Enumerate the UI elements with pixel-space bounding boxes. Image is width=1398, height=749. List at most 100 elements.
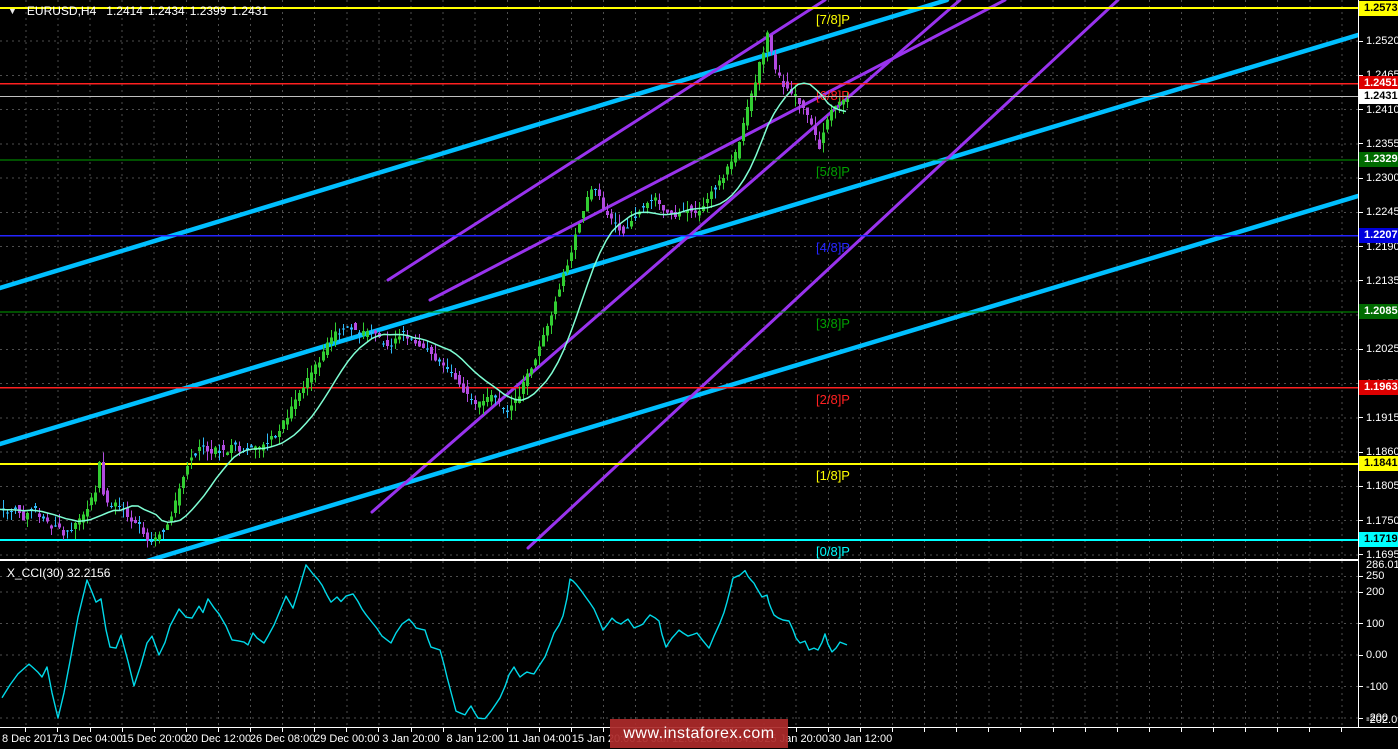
murrey-level-label: [3/8]P xyxy=(816,316,850,331)
time-tick-mark xyxy=(378,728,379,732)
time-tick-mark xyxy=(571,728,572,732)
axis-tick-mark xyxy=(1359,554,1363,555)
time-axis-label: 3 Jan 20:00 xyxy=(382,733,440,745)
price-axis-label: 1.2300 xyxy=(1366,172,1398,185)
cci-axis-label: -100 xyxy=(1366,680,1389,693)
moving-average-line xyxy=(0,82,847,524)
cci-axis-label: 250 xyxy=(1366,570,1385,583)
murrey-level-label: [1/8]P xyxy=(816,468,850,483)
time-tick-mark xyxy=(1149,728,1150,732)
cci-axis-label: 286.0177 xyxy=(1366,558,1398,571)
axis-tick-mark xyxy=(1359,718,1363,719)
price-level-badge: 1.2207 xyxy=(1359,228,1398,244)
time-tick-mark xyxy=(828,728,829,732)
time-tick-mark xyxy=(507,728,508,732)
price-axis-label: 1.2025 xyxy=(1366,343,1398,356)
time-tick-mark xyxy=(443,728,444,732)
panel-separator xyxy=(0,559,1358,561)
time-tick-mark xyxy=(1277,728,1278,732)
axis-tick-mark xyxy=(1359,178,1363,179)
high-value: 1.2434 xyxy=(147,4,185,18)
price-chart-canvas[interactable]: [7/8]P [6/8]P [5/8]P [4/8]P [3/8]P [2/8]P [1/8… xyxy=(0,0,1358,561)
time-tick-mark xyxy=(218,728,219,732)
time-tick-mark xyxy=(1309,728,1310,732)
axis-tick-mark xyxy=(1359,349,1363,350)
cci-line xyxy=(1,564,848,720)
time-axis-label: 8 Jan 12:00 xyxy=(446,733,504,745)
price-axis-label: 1.1860 xyxy=(1366,446,1398,459)
time-tick-mark xyxy=(1213,728,1214,732)
price-level-badge: 1.2329 xyxy=(1359,152,1398,168)
time-tick-mark xyxy=(122,728,123,732)
price-axis-label: 1.2135 xyxy=(1366,274,1398,287)
time-tick-mark xyxy=(796,728,797,732)
time-tick-mark xyxy=(1020,728,1021,732)
time-tick-mark xyxy=(346,728,347,732)
time-tick-mark xyxy=(475,728,476,732)
symbol-dropdown-icon[interactable]: ▼ xyxy=(8,6,17,16)
axis-tick-mark xyxy=(1359,75,1363,76)
cci-indicator-canvas[interactable] xyxy=(0,561,1358,727)
time-tick-mark xyxy=(988,728,989,732)
murrey-level-label: [5/8]P xyxy=(816,164,850,179)
time-tick-mark xyxy=(924,728,925,732)
price-axis-label: 1.2520 xyxy=(1366,35,1398,47)
time-tick-mark xyxy=(25,728,26,732)
price-level-badge: 1.2451 xyxy=(1359,76,1398,92)
price-axis-label: 1.2190 xyxy=(1366,240,1398,253)
cci-axis-label: -202.098 xyxy=(1366,713,1398,726)
cci-axis-label: 0.00 xyxy=(1366,649,1388,661)
murrey-level-label: [7/8]P xyxy=(816,12,850,27)
price-axis[interactable]: 1.2520 1.2465 1.2410 1.2355 1.2300 1.2245 1.21… xyxy=(1358,0,1398,727)
time-tick-mark xyxy=(154,728,155,732)
murrey-level-label: [0/8]P xyxy=(816,544,850,559)
low-value: 1.2399 xyxy=(189,4,227,18)
time-axis-label: 29 Dec 00:00 xyxy=(314,733,380,745)
time-tick-mark xyxy=(539,728,540,732)
axis-tick-mark xyxy=(1359,520,1363,521)
time-tick-mark xyxy=(57,728,58,732)
axis-tick-mark xyxy=(1359,41,1363,42)
time-tick-mark xyxy=(956,728,957,732)
time-axis-label: 26 Dec 08:00 xyxy=(249,733,316,745)
time-axis-label: 11 Jan 04:00 xyxy=(507,733,571,745)
axis-tick-mark xyxy=(1359,576,1363,577)
price-axis-label: 1.2245 xyxy=(1366,206,1398,219)
murrey-level-lines: [7/8]P[6/8]P[5/8]P[4/8]P[3/8]P[2/8]P[1/8… xyxy=(0,7,1358,559)
murrey-level-label: [2/8]P xyxy=(816,392,850,407)
time-tick-mark xyxy=(90,728,91,732)
price-axis-label: 1.1805 xyxy=(1366,480,1398,493)
axis-tick-mark xyxy=(1359,246,1363,247)
axis-tick-mark xyxy=(1359,592,1363,593)
close-value: 1.2431 xyxy=(231,4,269,18)
cci-axis-label: 100 xyxy=(1366,617,1385,630)
symbol-timeframe-label: EURUSD,H4 xyxy=(26,4,97,18)
cci-svg xyxy=(0,561,1358,727)
axis-tick-mark xyxy=(1359,280,1363,281)
indicator-name-label: X_CCI(30) 32.2156 xyxy=(7,566,111,580)
axis-tick-mark xyxy=(1359,486,1363,487)
cci-axis-label: 200 xyxy=(1366,586,1385,598)
axis-tick-mark xyxy=(1359,143,1363,144)
open-value: 1.2414 xyxy=(106,4,143,18)
price-axis-label: 1.1695 xyxy=(1366,548,1398,561)
time-tick-mark xyxy=(892,728,893,732)
broker-watermark: www.instaforex.com xyxy=(610,719,788,748)
price-axis-label: 1.1750 xyxy=(1366,514,1398,527)
axis-tick-mark xyxy=(1359,452,1363,453)
time-tick-mark xyxy=(1117,728,1118,732)
trend-channel-lines xyxy=(0,0,1358,561)
time-tick-mark xyxy=(411,728,412,732)
cci-axis-label: -200 xyxy=(1366,712,1389,724)
time-tick-mark xyxy=(603,728,604,732)
cci-grid xyxy=(0,561,1358,727)
time-tick-mark xyxy=(282,728,283,732)
axis-tick-mark xyxy=(1359,417,1363,418)
main-chart-svg: [7/8]P[6/8]P[5/8]P[4/8]P[3/8]P[2/8]P[1/8… xyxy=(0,0,1358,561)
price-level-badge: 1.2085 xyxy=(1359,304,1398,320)
axis-tick-mark xyxy=(1359,655,1363,656)
time-axis-label: 30 Jan 12:00 xyxy=(828,733,893,745)
price-axis-label: 1.2410 xyxy=(1366,103,1398,116)
time-tick-mark xyxy=(250,728,251,732)
